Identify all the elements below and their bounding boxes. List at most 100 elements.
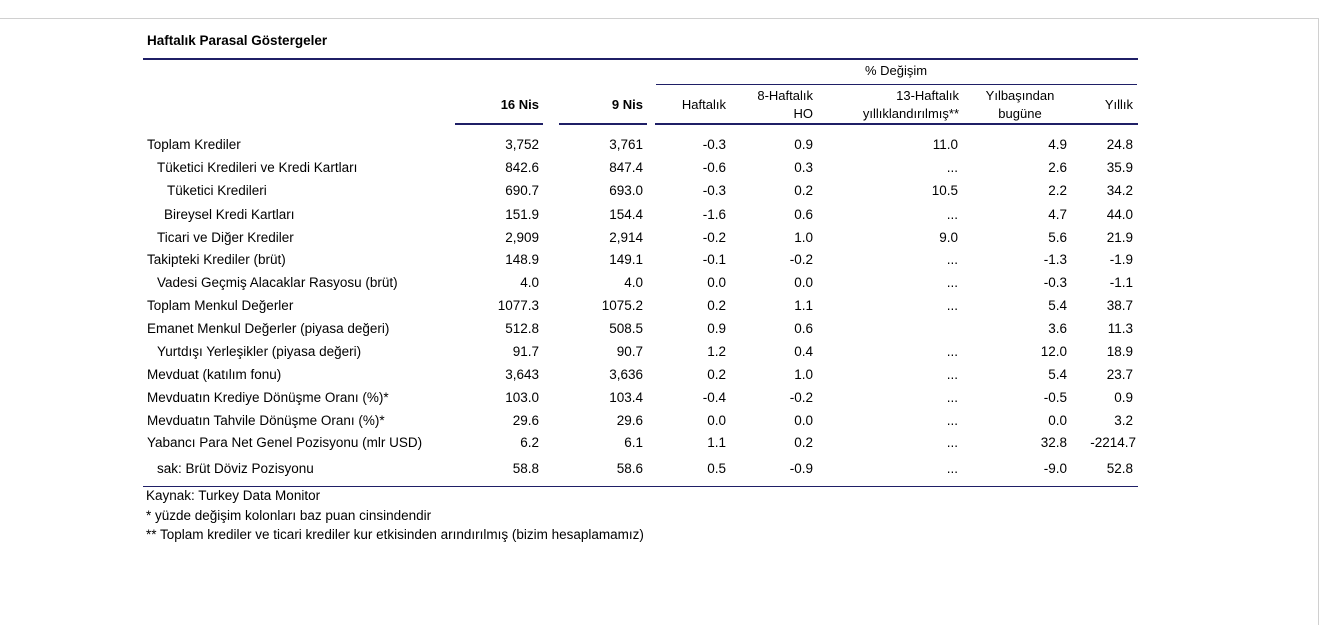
value-16-nis: 1077.3 [497, 298, 539, 313]
value-13-haftalik: 9.0 [939, 230, 958, 245]
value-yillik: 52.8 [1106, 461, 1133, 476]
value-9-nis: 6.1 [624, 435, 643, 450]
value-8-haftalik: 0.2 [794, 183, 813, 198]
value-yillik: -2214.7 [1090, 435, 1136, 450]
value-haftalik: -0.6 [702, 160, 726, 175]
indicator-table: Haftalık Parasal Göstergeler % Değişim 1… [143, 0, 1138, 625]
value-haftalik: 1.2 [707, 344, 726, 359]
row-label: Ticari ve Diğer Krediler [157, 230, 294, 245]
table-row: Mevduatın Tahvile Dönüşme Oranı (%)* 29.… [143, 411, 1138, 431]
value-13-haftalik: ... [946, 207, 958, 222]
value-16-nis: 29.6 [512, 413, 539, 428]
window-right-border [1318, 18, 1319, 625]
value-16-nis: 842.6 [505, 160, 539, 175]
value-ytd: 3.6 [1048, 321, 1067, 336]
row-label: Mevduatın Krediye Dönüşme Oranı (%)* [147, 390, 389, 405]
value-13-haftalik: ... [946, 298, 958, 313]
table-row: Yabancı Para Net Genel Pozisyonu (mlr US… [143, 433, 1138, 453]
value-ytd: 2.6 [1048, 160, 1067, 175]
table-bottom-rule [143, 486, 1138, 487]
value-ytd: 0.0 [1048, 413, 1067, 428]
value-16-nis: 4.0 [520, 275, 539, 290]
value-8-haftalik: 0.0 [794, 275, 813, 290]
value-haftalik: 0.2 [707, 298, 726, 313]
value-yillik: 21.9 [1106, 230, 1133, 245]
value-13-haftalik: 11.0 [932, 137, 958, 152]
value-9-nis: 149.1 [609, 252, 643, 267]
value-haftalik: -0.3 [702, 137, 726, 152]
col-header-9-nis: 9 Nis [611, 97, 643, 112]
value-16-nis: 148.9 [505, 252, 539, 267]
value-ytd: -9.0 [1043, 461, 1067, 476]
value-13-haftalik: ... [946, 252, 958, 267]
value-yillik: 0.9 [1114, 390, 1133, 405]
value-ytd: 12.0 [1040, 344, 1067, 359]
header-rule-change [655, 123, 1138, 125]
value-13-haftalik: ... [946, 390, 958, 405]
value-13-haftalik: ... [946, 344, 958, 359]
value-9-nis: 29.6 [616, 413, 643, 428]
value-8-haftalik: 1.0 [794, 230, 813, 245]
value-13-haftalik: ... [946, 413, 958, 428]
value-16-nis: 690.7 [505, 183, 539, 198]
table-row: Vadesi Geçmiş Alacaklar Rasyosu (brüt) 4… [143, 273, 1138, 293]
table-row: Toplam Menkul Değerler 1077.3 1075.2 0.2… [143, 296, 1138, 316]
value-yillik: -1.9 [1109, 252, 1133, 267]
table-row: Yurtdışı Yerleşikler (piyasa değeri) 91.… [143, 342, 1138, 362]
value-haftalik: 0.5 [707, 461, 726, 476]
value-haftalik: -0.3 [702, 183, 726, 198]
value-ytd: -0.3 [1043, 275, 1067, 290]
value-ytd: -1.3 [1043, 252, 1067, 267]
value-haftalik: 0.0 [707, 413, 726, 428]
value-haftalik: -0.2 [702, 230, 726, 245]
value-ytd: 32.8 [1040, 435, 1067, 450]
value-16-nis: 58.8 [512, 461, 539, 476]
row-label: Toplam Krediler [147, 137, 241, 152]
table-title: Haftalık Parasal Göstergeler [147, 33, 328, 48]
header-rule-16-nis [455, 123, 543, 125]
col-header-ytd-line2: bugüne [998, 106, 1042, 121]
value-yillik: 24.8 [1106, 137, 1133, 152]
col-header-8-haftalik-line2: HO [793, 106, 814, 121]
value-9-nis: 508.5 [609, 321, 643, 336]
value-9-nis: 103.4 [609, 390, 643, 405]
row-label: Takipteki Krediler (brüt) [147, 252, 286, 267]
value-ytd: 4.9 [1048, 137, 1067, 152]
table-row: Takipteki Krediler (brüt) 148.9 149.1 -0… [143, 250, 1138, 270]
row-label: Bireysel Kredi Kartları [164, 207, 295, 222]
value-8-haftalik: -0.9 [789, 461, 813, 476]
value-16-nis: 3,643 [505, 367, 539, 382]
value-haftalik: 0.0 [707, 275, 726, 290]
row-label: Mevduatın Tahvile Dönüşme Oranı (%)* [147, 413, 385, 428]
value-16-nis: 91.7 [512, 344, 539, 359]
col-header-ytd-line1: Yılbaşından [985, 88, 1055, 103]
value-ytd: 5.4 [1048, 367, 1067, 382]
row-label: Toplam Menkul Değerler [147, 298, 294, 313]
value-haftalik: -1.6 [702, 207, 726, 222]
value-16-nis: 6.2 [520, 435, 539, 450]
value-9-nis: 4.0 [624, 275, 643, 290]
value-haftalik: 0.2 [707, 367, 726, 382]
value-yillik: 11.3 [1107, 321, 1133, 336]
row-label: Yabancı Para Net Genel Pozisyonu (mlr US… [147, 435, 423, 450]
value-8-haftalik: -0.2 [789, 252, 813, 267]
value-haftalik: 1.1 [707, 435, 726, 450]
value-haftalik: -0.4 [702, 390, 726, 405]
table-row: Tüketici Kredileri ve Kredi Kartları 842… [143, 158, 1138, 178]
table-row: Toplam Krediler 3,752 3,761 -0.3 0.9 11.… [143, 135, 1138, 155]
col-header-haftalik: Haftalık [681, 97, 726, 112]
row-label: Vadesi Geçmiş Alacaklar Rasyosu (brüt) [157, 275, 398, 290]
value-16-nis: 151.9 [505, 207, 539, 222]
table-row: Mevduatın Krediye Dönüşme Oranı (%)* 103… [143, 388, 1138, 408]
value-8-haftalik: 1.1 [794, 298, 813, 313]
value-8-haftalik: 0.6 [794, 321, 813, 336]
value-ytd: 5.4 [1048, 298, 1067, 313]
source-note: Kaynak: Turkey Data Monitor [146, 488, 321, 503]
value-13-haftalik: 10.5 [931, 183, 958, 198]
footnote-basis-points: * yüzde değişim kolonları baz puan cinsi… [146, 508, 432, 523]
value-16-nis: 512.8 [505, 321, 539, 336]
row-label: sak: Brüt Döviz Pozisyonu [157, 461, 314, 476]
value-ytd: 5.6 [1048, 230, 1067, 245]
value-16-nis: 2,909 [505, 230, 539, 245]
table-row: Emanet Menkul Değerler (piyasa değeri) 5… [143, 319, 1138, 339]
